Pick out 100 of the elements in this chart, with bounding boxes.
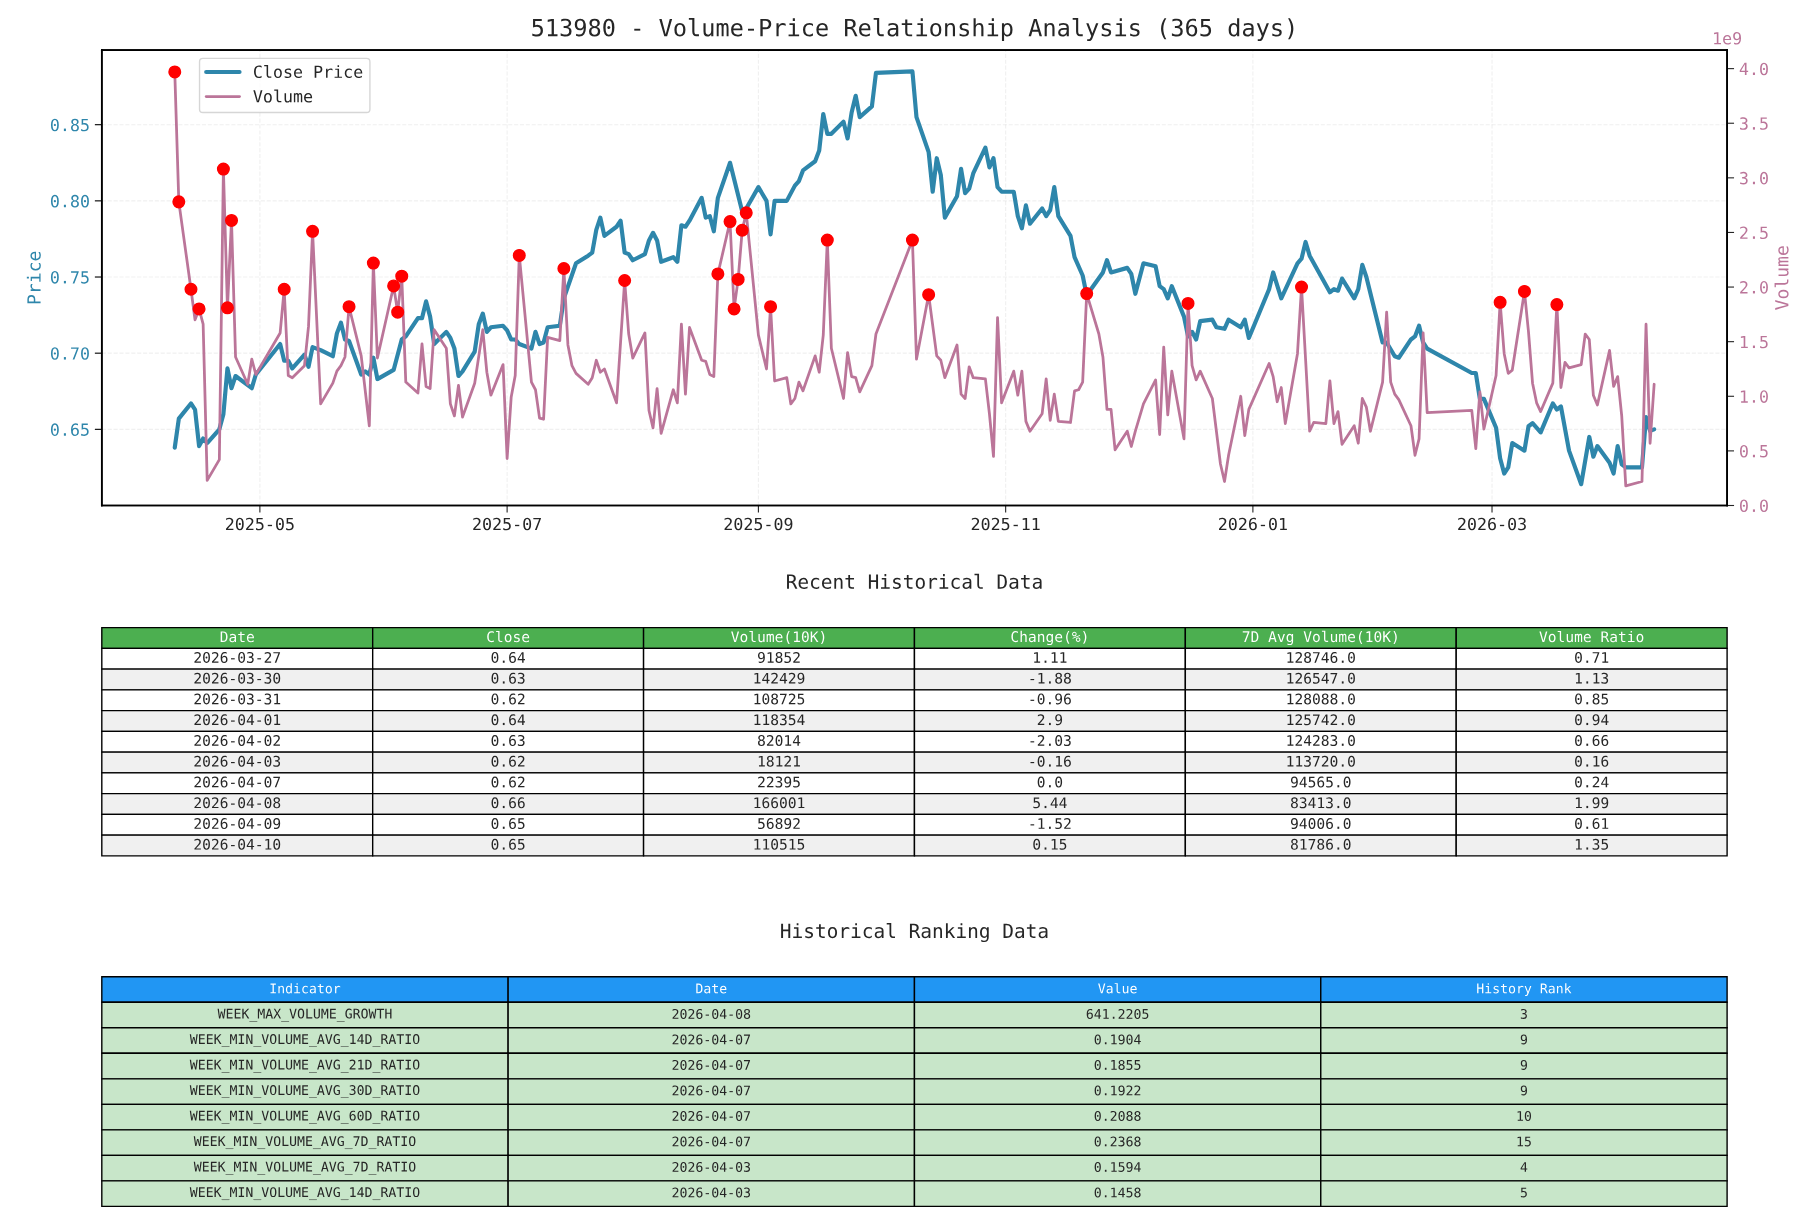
text: 94565.0	[1290, 776, 1351, 788]
text: 5	[1520, 1187, 1527, 1198]
text: WEEK_MAX_VOLUME_GROWTH	[217, 1008, 392, 1022]
text: -1.52	[1030, 818, 1071, 830]
text: 0.64	[491, 714, 525, 726]
text: 1.99	[1575, 797, 1609, 809]
point	[1517, 284, 1531, 298]
text: 2026-04-03	[672, 1161, 751, 1172]
text: 1.11	[1034, 652, 1067, 663]
text: 2026-04-07	[194, 776, 281, 788]
text: 9	[1520, 1085, 1528, 1096]
y-tick-label: 0.75	[50, 271, 89, 284]
text: 94006.0	[1290, 818, 1351, 830]
point	[277, 282, 291, 296]
text: Historical Ranking Data	[781, 923, 1048, 943]
point	[731, 272, 745, 286]
text: 0.2088	[1094, 1110, 1141, 1121]
text: 0.61	[1575, 818, 1609, 830]
text: 124283.0	[1287, 735, 1355, 747]
point	[192, 302, 206, 316]
text: 166001	[754, 797, 805, 809]
point	[1550, 298, 1564, 312]
text: 0.0	[1037, 776, 1063, 788]
category-label: 7D Avg Volume(10K)	[1242, 630, 1397, 646]
y2-tick-label: 0.5	[1739, 444, 1768, 458]
text: 0.62	[491, 693, 525, 705]
point	[727, 302, 741, 316]
text: 0.85	[1575, 693, 1609, 705]
point	[1295, 280, 1309, 294]
text: WEEK_MIN_VOLUME_AVG_14D_RATIO	[189, 1187, 420, 1201]
text: 128746.0	[1287, 651, 1355, 663]
point	[764, 300, 778, 314]
category-label: Volume Ratio	[1539, 630, 1644, 643]
text: 91852	[757, 651, 800, 663]
text: 2026-04-03	[194, 755, 281, 767]
text: 0.65	[491, 838, 525, 850]
text: 18121	[758, 755, 800, 767]
legend-label: Close Price	[254, 65, 363, 79]
text: 0.62	[491, 755, 525, 767]
text: 2026-04-07	[672, 1136, 751, 1147]
y2-tick-label: 0.0	[1739, 499, 1768, 513]
text: 83413.0	[1290, 797, 1351, 809]
text: 142429	[754, 672, 805, 684]
point	[168, 65, 182, 79]
point	[739, 206, 753, 220]
text: WEEK_MIN_VOLUME_AVG_7D_RATIO	[193, 1136, 416, 1150]
text: 2026-04-08	[672, 1008, 751, 1019]
text: 108725	[754, 693, 805, 705]
text: 5.44	[1033, 797, 1067, 809]
point	[735, 223, 749, 237]
text: 0.1922	[1094, 1085, 1141, 1096]
text: WEEK_MIN_VOLUME_AVG_30D_RATIO	[189, 1085, 420, 1099]
text: 0.64	[491, 651, 525, 663]
text: 0.1458	[1094, 1187, 1141, 1198]
text: 15	[1517, 1136, 1531, 1147]
text: 10	[1517, 1110, 1532, 1121]
text: 2026-03-27	[194, 651, 281, 663]
x-tick-label: 2026-03	[1458, 517, 1526, 531]
category-label: Volume(10K)	[731, 630, 825, 644]
text: 113720.0	[1287, 755, 1355, 767]
text: -0.96	[1030, 693, 1071, 705]
point	[1493, 295, 1507, 309]
y2-tick-label: 2.0	[1740, 281, 1768, 294]
point	[391, 305, 405, 319]
text: -1.88	[1030, 672, 1071, 684]
text: 0.16	[1575, 755, 1609, 767]
category-label: Change(%)	[1011, 630, 1087, 646]
text: 2026-04-09	[194, 818, 281, 830]
y-tick-label: 0.85	[50, 118, 89, 132]
point	[306, 224, 320, 238]
text: 2026-04-03	[672, 1187, 751, 1198]
text: 0.24	[1575, 776, 1609, 788]
text: WEEK_MIN_VOLUME_AVG_7D_RATIO	[193, 1161, 416, 1175]
x-tick-label: 2025-11	[971, 517, 1040, 531]
text: 0.63	[491, 735, 525, 747]
text: Recent Historical Data	[787, 573, 1042, 589]
text: 1.35	[1575, 838, 1609, 850]
text: 0.66	[1575, 735, 1609, 747]
point	[922, 288, 936, 302]
x-tick-label: 2025-05	[226, 517, 294, 531]
x-tick-label: 2025-07	[473, 517, 541, 531]
y-tick-label: 0.80	[50, 194, 89, 208]
y2-tick-label: 1.5	[1740, 335, 1768, 349]
point	[1080, 287, 1094, 301]
text: 0.62	[491, 776, 525, 788]
category-label: Date	[696, 983, 727, 994]
point	[723, 215, 737, 229]
y2-tick-label: 2.5	[1740, 226, 1768, 240]
point	[225, 213, 239, 227]
point	[387, 279, 401, 293]
text: -0.16	[1030, 755, 1071, 767]
text: 2026-03-31	[194, 693, 281, 705]
text: 2026-04-07	[672, 1034, 751, 1045]
text: 2026-04-07	[672, 1085, 751, 1096]
text: 1.13	[1575, 672, 1609, 684]
text: 125742.0	[1287, 714, 1355, 726]
chart-title: 513980 - Volume-Price Relationship Analysis (365 days)	[532, 18, 1294, 42]
text: 2026-04-07	[672, 1110, 751, 1121]
text: 82014	[758, 735, 801, 747]
text: 126547.0	[1287, 672, 1355, 684]
